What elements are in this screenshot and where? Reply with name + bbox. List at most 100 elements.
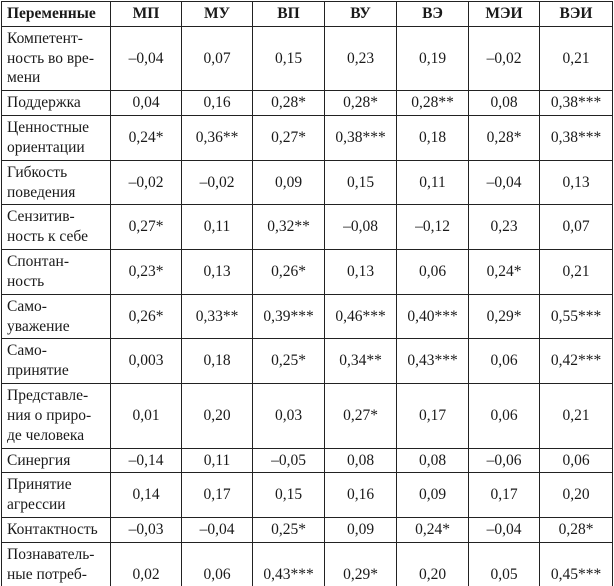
value-cell: 0,08 xyxy=(324,447,397,474)
value-cell: 0,003 xyxy=(110,338,182,385)
value-cell: 0,13 xyxy=(324,249,397,295)
table-row-12: Познаватель- ные потреб- ности0,020,060,… xyxy=(1,541,613,586)
value-cell: 0,15 xyxy=(324,159,397,206)
value-cell: 0,38*** xyxy=(324,115,397,161)
value-cell: 0,32** xyxy=(252,204,325,251)
value-cell: 0,17 xyxy=(181,472,253,519)
table-row-8: Представле- ния о приро- де человека 0,01… xyxy=(1,383,613,449)
value-cell: –0,04 xyxy=(468,159,540,206)
value-cell: 0,11 xyxy=(181,447,253,474)
value-cell: 0,17 xyxy=(396,383,469,449)
value-cell: 0,09 xyxy=(324,517,397,543)
value-cell: 0,28* xyxy=(539,517,613,543)
value-cell: 0,42*** xyxy=(539,338,613,385)
value-cell: 0,07 xyxy=(539,204,613,251)
value-cell: –0,04 xyxy=(468,517,540,543)
value-cell: 0,27* xyxy=(324,383,397,449)
value-cell: 0,24* xyxy=(468,249,540,295)
value-cell: 0,08 xyxy=(396,447,469,474)
table-row-4: Сензитив- ность к себе 0,27* 0,11 0,32** –0,… xyxy=(1,204,613,251)
value-cell: 0,34** xyxy=(324,338,397,385)
value-cell: 0,05 xyxy=(468,541,540,586)
value-cell: 0,38*** xyxy=(539,90,613,117)
row-label: Ценностные ориентации xyxy=(1,115,111,161)
row-label: Сензитив- ность к себе xyxy=(1,204,111,251)
value-cell: 0,08 xyxy=(468,90,540,117)
value-cell: –0,12 xyxy=(396,204,469,251)
row-label: Представле- ния о приро- де человека xyxy=(1,383,111,449)
value-cell: –0,03 xyxy=(110,517,182,543)
table-row-2: Ценностные ориентации 0,24* 0,36** 0,27* 0,3… xyxy=(1,115,613,161)
value-cell: 0,29* xyxy=(324,541,397,586)
value-cell: 0,13 xyxy=(539,159,613,206)
column-header-4: ВУ xyxy=(324,1,397,27)
value-cell: 0,16 xyxy=(324,472,397,519)
column-header-2: МУ xyxy=(181,1,253,27)
value-cell: 0,15 xyxy=(252,472,325,519)
value-cell: –0,02 xyxy=(110,159,182,206)
column-header-3: ВП xyxy=(252,1,325,27)
column-header-5: ВЭ xyxy=(396,1,469,27)
value-cell: 0,39*** xyxy=(252,293,325,340)
value-cell: 0,38*** xyxy=(539,115,613,161)
table-row-11: Контактность –0,03 –0,04 0,25* 0,09 0,24* –0,0… xyxy=(1,517,613,543)
value-cell: 0,17 xyxy=(468,472,540,519)
value-cell: 0,07 xyxy=(181,25,253,92)
value-cell: 0,28* xyxy=(468,115,540,161)
value-cell: 0,21 xyxy=(539,249,613,295)
column-header-1: МП xyxy=(110,1,182,27)
value-cell: 0,43*** xyxy=(252,541,325,586)
column-header-7: ВЭИ xyxy=(539,1,613,27)
table-body: Компетент- ность во вре- мени –0,04 0,07 0,… xyxy=(1,25,613,586)
value-cell: 0,25* xyxy=(252,517,325,543)
value-cell: –0,04 xyxy=(181,517,253,543)
value-cell: 0,20 xyxy=(396,541,469,586)
value-cell: 0,20 xyxy=(181,383,253,449)
value-cell: –0,06 xyxy=(468,447,540,474)
value-cell: –0,02 xyxy=(181,159,253,206)
value-cell: –0,04 xyxy=(110,25,182,92)
value-cell: 0,16 xyxy=(181,90,253,117)
value-cell: 0,23 xyxy=(468,204,540,251)
value-cell: 0,40*** xyxy=(396,293,469,340)
value-cell: 0,15 xyxy=(252,25,325,92)
value-cell: 0,06 xyxy=(181,541,253,586)
value-cell: 0,46*** xyxy=(324,293,397,340)
row-label: Контактность xyxy=(1,517,111,543)
value-cell: 0,55*** xyxy=(539,293,613,340)
table-row-3: Гибкость поведения –0,02 –0,02 0,09 0,15 0,11… xyxy=(1,159,613,206)
row-label: Поддержка xyxy=(1,90,111,117)
table-row-5: Спонтан- ность 0,23* 0,13 0,26* 0,13 0,06 0,24… xyxy=(1,249,613,295)
column-header-6: МЭИ xyxy=(468,1,540,27)
value-cell: 0,11 xyxy=(396,159,469,206)
row-label: Познаватель- ные потреб- ности xyxy=(1,541,111,586)
table-row-9: Синергия –0,14 0,11 –0,05 0,08 0,08 –0,06 0,06 xyxy=(1,447,613,474)
value-cell: 0,28* xyxy=(252,90,325,117)
value-cell: 0,14 xyxy=(110,472,182,519)
value-cell: 0,18 xyxy=(396,115,469,161)
value-cell: 0,06 xyxy=(468,383,540,449)
table-header-row: Переменные МП МУ ВП ВУ ВЭ МЭИ ВЭИ xyxy=(1,1,613,27)
value-cell: 0,28** xyxy=(396,90,469,117)
value-cell: 0,09 xyxy=(252,159,325,206)
value-cell: 0,03 xyxy=(252,383,325,449)
value-cell: –0,08 xyxy=(324,204,397,251)
table-row-10: Принятие агрессии 0,14 0,17 0,15 0,16 0,09 0,1… xyxy=(1,472,613,519)
table-row-1: Поддержка 0,04 0,16 0,28* 0,28* 0,28** 0,08 0,3… xyxy=(1,90,613,117)
table-row-6: Само- уважение 0,26* 0,33** 0,39*** 0,46*** 0… xyxy=(1,293,613,340)
value-cell: 0,09 xyxy=(396,472,469,519)
value-cell: 0,02 xyxy=(110,541,182,586)
table-row-7: Само- принятие 0,003 0,18 0,25* 0,34** 0,43**… xyxy=(1,338,613,385)
value-cell: 0,21 xyxy=(539,383,613,449)
value-cell: 0,43*** xyxy=(396,338,469,385)
row-label: Гибкость поведения xyxy=(1,159,111,206)
value-cell: 0,06 xyxy=(539,447,613,474)
value-cell: 0,24* xyxy=(110,115,182,161)
value-cell: –0,14 xyxy=(110,447,182,474)
value-cell: 0,19 xyxy=(396,25,469,92)
row-label: Синергия xyxy=(1,447,111,474)
value-cell: 0,04 xyxy=(110,90,182,117)
value-cell: 0,06 xyxy=(468,338,540,385)
value-cell: 0,29* xyxy=(468,293,540,340)
